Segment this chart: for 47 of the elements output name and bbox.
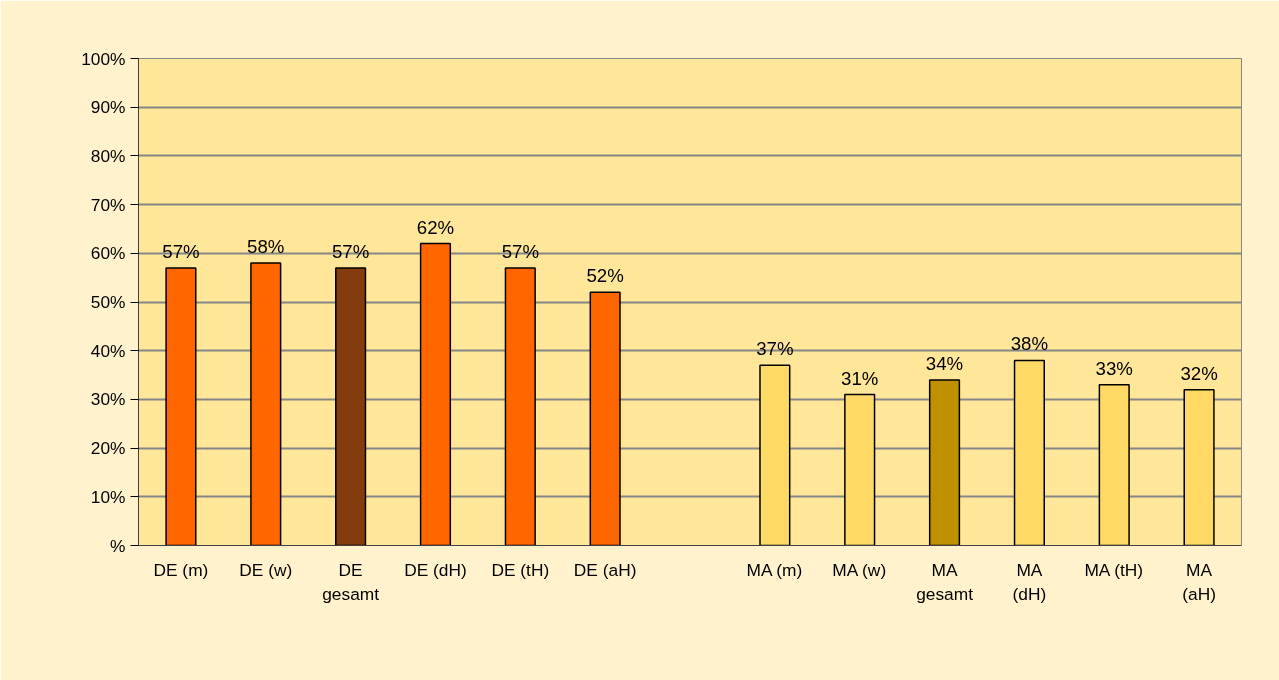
bar (504, 267, 536, 546)
y-tick-label: 50% (90, 292, 126, 312)
bar (589, 291, 621, 546)
bar (250, 262, 282, 546)
y-tick-label: 30% (90, 389, 126, 410)
y-tick-label: 80% (90, 145, 126, 166)
data-label: 34% (925, 352, 964, 374)
data-label: 38% (1010, 333, 1049, 355)
data-label: 62% (416, 216, 455, 238)
x-tick-label: DE gesamt (322, 559, 380, 604)
x-tick-label: MA (tH) (1084, 559, 1144, 580)
x-tick-label: DE (aH) (573, 559, 637, 580)
y-tick-label: 10% (90, 486, 126, 507)
data-label: 58% (247, 236, 285, 258)
data-label: 57% (501, 240, 539, 262)
y-tick-label: 60% (90, 243, 126, 264)
bar (759, 364, 791, 546)
bar (1098, 384, 1130, 546)
y-tick-label: 90% (90, 97, 126, 118)
x-tick-label: MA (m) (746, 559, 803, 580)
x-tick-label: DE (w) (239, 559, 293, 580)
x-tick-label: MA (dH) (1012, 559, 1047, 604)
data-label: 57% (162, 240, 200, 262)
data-label: 31% (841, 367, 879, 389)
y-tick-label: % (110, 535, 126, 556)
bar (1183, 388, 1215, 546)
data-label: 57% (331, 240, 370, 262)
x-tick-label: MA (w) (832, 559, 887, 580)
x-tick-label: DE (m) (153, 559, 209, 580)
bar (844, 393, 876, 546)
data-label: 32% (1180, 362, 1218, 384)
data-label: 52% (586, 265, 624, 287)
x-tick-label: MA (aH) (1182, 559, 1216, 604)
bar (335, 267, 367, 546)
bar (419, 242, 452, 546)
y-tick-label: 100% (81, 48, 126, 69)
x-tick-label: MA gesamt (916, 559, 974, 604)
y-tick-label: 20% (90, 438, 126, 459)
data-label: 37% (756, 338, 794, 360)
bar (928, 379, 961, 546)
x-tick-label: DE (dH) (404, 559, 467, 580)
x-tick-label: DE (tH) (491, 559, 550, 580)
y-tick-label: 40% (90, 340, 126, 361)
y-tick-label: 70% (90, 194, 126, 215)
bar (165, 267, 197, 546)
bar (1013, 359, 1045, 546)
data-label: 33% (1095, 357, 1133, 379)
